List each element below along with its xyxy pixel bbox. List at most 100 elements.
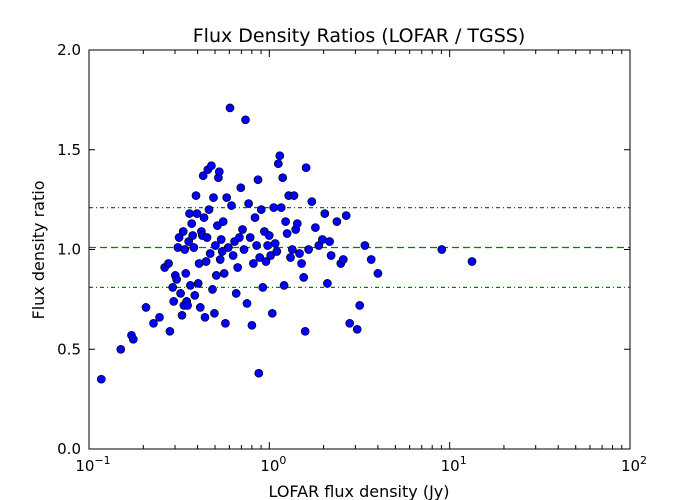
data-point [275,151,285,161]
data-point [352,324,362,334]
data-point [247,320,257,330]
data-point [227,201,236,210]
data-point [188,231,198,240]
x-axis: 10−1 100 101 102 [75,50,647,475]
data-point [189,243,199,252]
data-point [96,374,106,384]
data-point [355,301,365,310]
data-point [249,259,258,268]
data-point [264,231,274,240]
x-tick-label: 101 [441,454,467,475]
data-point [338,255,348,264]
data-point [263,241,272,250]
data-point [178,227,188,236]
data-point [373,269,383,278]
data-point [231,289,241,298]
data-point [141,303,151,312]
data-point [181,269,191,278]
data-point [177,310,187,320]
data-point [183,301,192,310]
data-point [304,245,313,254]
data-point [325,237,334,246]
data-point [289,191,299,200]
data-point [267,308,277,318]
x-axis-label: LOFAR flux density (Jy) [268,482,449,500]
data-point [272,247,282,256]
data-point [233,263,243,272]
data-point [191,191,201,200]
data-point [253,175,263,185]
data-point [192,209,202,218]
data-point [180,245,190,254]
data-point [252,241,261,250]
data-point [218,217,228,226]
y-axis-label: Flux density ratio [29,181,48,320]
data-point [295,249,304,258]
data-point [169,297,179,306]
y-tick-label: 1.5 [57,141,81,159]
data-point [254,368,264,378]
data-point [176,289,185,298]
data-point [201,257,211,266]
data-point [332,217,342,226]
data-point [210,308,219,318]
data-point [278,173,288,183]
data-point [211,271,221,280]
data-point [164,259,173,268]
data-point [217,247,227,256]
data-point [209,193,218,202]
data-point [301,163,311,173]
data-point [238,225,247,234]
data-point [244,199,253,208]
data-point [236,183,246,193]
data-point [216,235,226,244]
data-point [245,233,255,242]
x-tick-label: 102 [621,454,647,475]
data-point [282,229,292,238]
data-point [219,269,229,278]
data-point [155,312,164,322]
data-point [276,203,286,212]
data-point [128,334,138,344]
data-point [214,167,224,177]
data-point [174,233,184,242]
data-point [360,241,370,250]
data-point [269,203,279,212]
data-point [323,279,332,288]
data-point [190,291,200,300]
data-point [195,303,205,312]
data-point [235,233,244,242]
data-point [287,245,297,254]
x-tick-label: 100 [260,454,286,475]
data-point [165,326,175,336]
data-point [184,237,194,246]
data-point [200,312,210,322]
data-point [250,213,260,222]
y-axis: 0.0 0.5 1.0 1.5 2.0 [57,41,630,458]
chart-title: Flux Density Ratios (LOFAR / TGSS) [193,25,526,47]
y-tick-label: 0.0 [57,440,81,458]
data-point [286,253,295,262]
data-point [228,251,238,260]
data-point [185,209,194,218]
data-point [326,251,336,260]
data-point [270,239,280,248]
data-point [297,259,306,268]
data-point [198,171,208,181]
data-point [204,205,214,214]
data-point [307,197,317,206]
data-point [366,255,376,264]
data-point [168,283,178,292]
y-tick-label: 1.0 [57,241,81,259]
data-point [211,241,220,250]
data-point [292,219,302,228]
data-point [300,326,310,336]
data-point [467,257,477,266]
data-point [273,159,283,169]
data-point [215,255,225,264]
data-point [208,285,217,294]
data-point [221,318,230,328]
y-tick-label: 2.0 [57,41,81,59]
data-point [172,275,181,284]
data-point [193,279,203,288]
